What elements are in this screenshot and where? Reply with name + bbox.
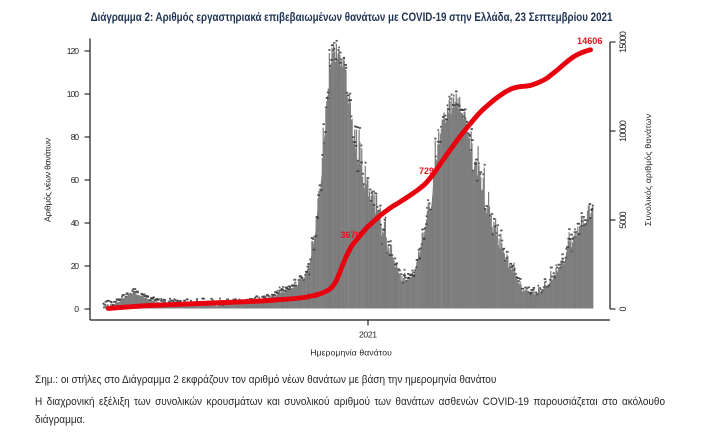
- svg-text:3670: 3670: [341, 230, 361, 240]
- svg-text:15000: 15000: [618, 31, 628, 53]
- svg-text:Αριθμός νέων θανάτων: Αριθμός νέων θανάτων: [43, 138, 53, 222]
- svg-text:0: 0: [618, 306, 628, 311]
- svg-text:40: 40: [71, 218, 80, 228]
- svg-text:120: 120: [67, 46, 79, 56]
- svg-text:5000: 5000: [618, 211, 628, 228]
- svg-text:Συνολικός αριθμός θανάτων: Συνολικός αριθμός θανάτων: [643, 114, 653, 226]
- svg-text:20: 20: [71, 261, 80, 271]
- svg-text:7297: 7297: [419, 166, 439, 176]
- svg-text:60: 60: [71, 175, 80, 185]
- svg-text:14606: 14606: [577, 36, 603, 47]
- svg-text:0: 0: [74, 304, 79, 314]
- svg-text:2021: 2021: [359, 330, 377, 340]
- svg-text:Ημερομηνία θανάτου: Ημερομηνία θανάτου: [310, 348, 392, 358]
- svg-text:10000: 10000: [618, 120, 628, 142]
- svg-text:80: 80: [71, 132, 80, 142]
- svg-text:100: 100: [67, 89, 79, 99]
